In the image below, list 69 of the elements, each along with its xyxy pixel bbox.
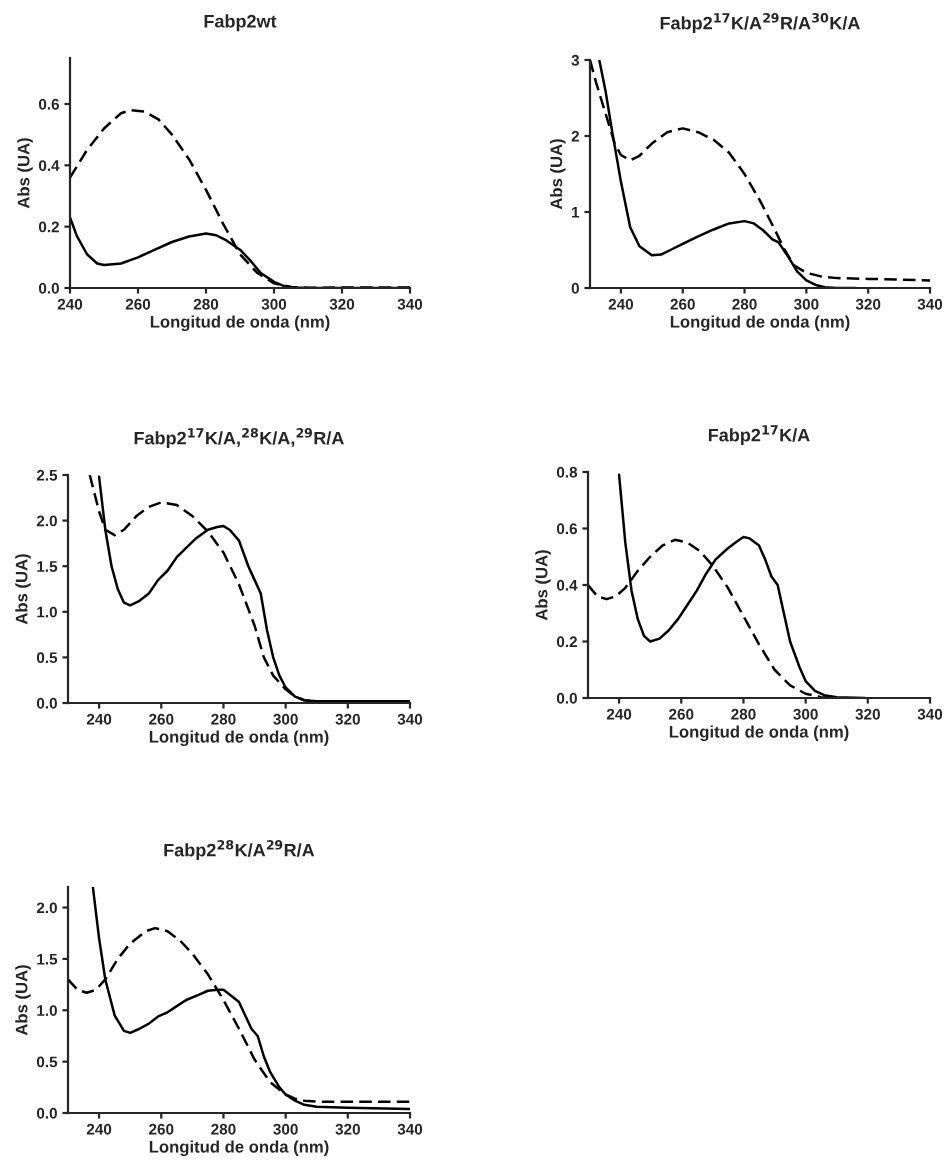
x-tick-label: 280 bbox=[193, 298, 219, 310]
y-axis-title: Abs (UA) bbox=[15, 554, 31, 625]
y-tick-label: 0.0 bbox=[38, 282, 59, 294]
y-tick-label: 0.2 bbox=[556, 636, 577, 648]
x-tick-label: 340 bbox=[917, 298, 943, 310]
x-axis-title: Longitud de onda (nm) bbox=[150, 315, 330, 332]
x-tick-label: 260 bbox=[669, 708, 694, 720]
y-tick-label: 0.4 bbox=[38, 160, 60, 172]
x-tick-label: 300 bbox=[261, 298, 287, 310]
y-tick-label: 0.0 bbox=[36, 1107, 57, 1119]
x-tick-label: 340 bbox=[397, 713, 423, 725]
y-tick-label: 3 bbox=[571, 54, 580, 66]
y-tick-label: 0.8 bbox=[556, 466, 578, 478]
x-tick-label: 280 bbox=[211, 1123, 236, 1135]
x-axis-title: Longitud de onda (nm) bbox=[669, 725, 849, 742]
x-tick-label: 260 bbox=[125, 298, 151, 310]
x-tick-label: 240 bbox=[86, 713, 112, 725]
x-tick-label: 320 bbox=[855, 298, 881, 310]
y-tick-label: 1.5 bbox=[37, 561, 58, 572]
y-tick-label: 2.5 bbox=[36, 469, 58, 481]
y-tick-label: 0.0 bbox=[36, 697, 57, 709]
y-tick-label: 1.5 bbox=[37, 953, 58, 965]
y-tick-label: 0.0 bbox=[556, 692, 577, 704]
x-tick-label: 240 bbox=[57, 298, 83, 310]
x-axis-title: Longitud de onda (nm) bbox=[149, 730, 329, 747]
y-tick-label: 2 bbox=[571, 130, 579, 142]
x-tick-label: 240 bbox=[606, 708, 632, 720]
y-axis-title: Abs (UA) bbox=[17, 138, 33, 209]
y-tick-label: 0.5 bbox=[36, 652, 58, 664]
y-tick-label: 0.2 bbox=[38, 221, 59, 233]
x-tick-label: 340 bbox=[397, 1123, 423, 1135]
x-tick-label: 280 bbox=[732, 298, 757, 310]
x-tick-label: 280 bbox=[211, 713, 236, 725]
y-tick-label: 0.6 bbox=[556, 523, 578, 535]
y-tick-label: 1.0 bbox=[37, 1005, 57, 1016]
y-tick-label: 1.0 bbox=[37, 606, 57, 618]
x-tick-label: 300 bbox=[793, 298, 819, 310]
y-tick-label: 2.0 bbox=[36, 902, 57, 914]
chart-title: Fabp2$^{17}$K/A,$^{28}$K/A,$^{29}$R/A bbox=[134, 428, 344, 449]
chart-title: Fabp2$^{17}$K/A$^{29}$R/A$^{30}$K/A bbox=[660, 13, 860, 34]
x-tick-label: 240 bbox=[86, 1123, 112, 1135]
y-tick-label: 0.6 bbox=[38, 98, 60, 110]
x-tick-label: 280 bbox=[731, 708, 756, 720]
y-axis-title: Abs (UA) bbox=[550, 139, 566, 210]
y-tick-label: 0.4 bbox=[556, 579, 578, 591]
x-tick-label: 300 bbox=[793, 708, 818, 720]
x-tick-label: 240 bbox=[608, 298, 634, 310]
x-tick-label: 320 bbox=[329, 298, 355, 310]
y-tick-label: 0.5 bbox=[36, 1056, 58, 1068]
y-tick-label: 1 bbox=[572, 207, 580, 218]
y-axis-title: Abs (UA) bbox=[15, 965, 31, 1036]
x-axis-title: Longitud de onda (nm) bbox=[670, 315, 850, 332]
chart-title: Fabp2$^{28}$K/A$^{29}$R/A bbox=[164, 840, 315, 861]
x-tick-label: 340 bbox=[397, 298, 423, 310]
y-tick-label: 2.0 bbox=[36, 515, 57, 527]
x-tick-label: 320 bbox=[335, 713, 360, 725]
chart-title: Fabp2wt bbox=[204, 14, 277, 32]
x-tick-label: 260 bbox=[670, 298, 695, 310]
x-tick-label: 260 bbox=[149, 713, 174, 725]
x-tick-label: 340 bbox=[917, 708, 943, 720]
y-tick-label: 0 bbox=[571, 282, 579, 294]
x-axis-title: Longitud de onda (nm) bbox=[149, 1140, 329, 1157]
y-axis-title: Abs (UA) bbox=[535, 550, 551, 621]
x-tick-label: 320 bbox=[855, 708, 880, 720]
x-tick-label: 300 bbox=[273, 1123, 298, 1135]
x-tick-label: 300 bbox=[273, 713, 298, 725]
x-tick-label: 260 bbox=[149, 1123, 174, 1135]
chart-title: Fabp2$^{17}$K/A bbox=[708, 425, 810, 446]
x-tick-label: 320 bbox=[335, 1123, 360, 1135]
